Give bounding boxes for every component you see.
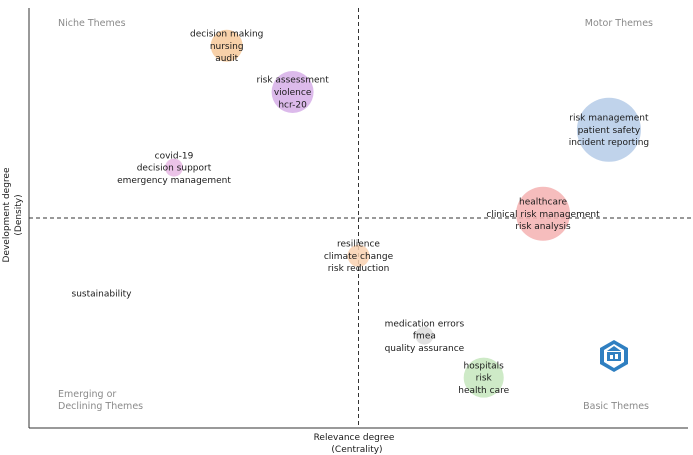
theme-term-label: fmea — [413, 332, 436, 342]
theme-term-label: quality assurance — [385, 344, 465, 354]
theme-bubble — [347, 244, 370, 267]
y-axis-subtitle: (Density) — [14, 194, 24, 235]
theme-term-label: hcr-20 — [278, 100, 307, 110]
quadrant-label-emerging-line1: Emerging or — [58, 389, 116, 400]
theme-bubble-group: decision making nursing audit — [190, 30, 263, 65]
x-axis-title: Relevance degree — [314, 433, 395, 443]
theme-term-label: covid-19 — [155, 151, 194, 161]
theme-bubble — [576, 97, 641, 162]
theme-term-label: clinical risk management — [486, 210, 600, 220]
theme-bubble-group: resilience climate change risk reduction — [324, 240, 394, 275]
theme-term-label: risk analysis — [515, 222, 571, 232]
theme-bubble — [164, 158, 183, 177]
theme-term-label: climate change — [324, 252, 394, 262]
median-lines — [29, 8, 692, 428]
theme-term-label: emergency management — [117, 176, 231, 186]
theme-term-label: patient safety — [578, 126, 641, 136]
theme-term-label: violence — [274, 88, 312, 98]
bibliometrix-logo-icon — [600, 340, 628, 372]
theme-term-label: hospitals — [464, 361, 505, 371]
bubble-layer: decision making nursing audit risk assessme… — [72, 30, 649, 398]
theme-term-label: risk — [476, 374, 493, 384]
theme-term-label: risk assessment — [256, 76, 329, 86]
theme-bubble — [271, 71, 314, 113]
theme-term-label: audit — [215, 54, 238, 64]
quadrant-label-emerging-line2: Declining Themes — [58, 401, 143, 412]
theme-term-label: resilience — [337, 240, 380, 250]
theme-bubble — [516, 186, 571, 241]
theme-term-label: nursing — [210, 42, 244, 52]
x-axis-subtitle: (Centrality) — [331, 445, 382, 455]
theme-term-label: decision making — [190, 30, 263, 40]
theme-bubble-group: covid-19 decision support emergency manage… — [117, 151, 231, 186]
theme-bubble — [463, 357, 504, 398]
theme-term-label: medication errors — [385, 319, 465, 329]
theme-term-label: health care — [458, 386, 509, 396]
quadrant-label-basic: Basic Themes — [583, 401, 649, 412]
theme-bubble-group: hospitals risk health care — [458, 357, 510, 398]
theme-bubble-group: sustainability — [72, 290, 133, 300]
theme-term-label: decision support — [137, 164, 212, 174]
theme-term-label: risk reduction — [328, 264, 390, 274]
theme-bubble-group: risk management patient safety incident re… — [569, 97, 649, 162]
theme-bubble-group: risk assessment violence hcr-20 — [256, 71, 329, 113]
theme-bubble — [210, 29, 243, 62]
theme-bubble — [415, 326, 434, 345]
theme-term-label: healthcare — [519, 198, 567, 208]
y-axis-title: Development degree — [2, 167, 12, 262]
theme-term-label: incident reporting — [569, 138, 649, 148]
theme-term-label: risk management — [569, 114, 649, 124]
theme-bubble-group: healthcare clinical risk management risk a… — [486, 186, 600, 241]
theme-bubble-group: medication errors fmea quality assurance — [385, 319, 465, 354]
quadrant-label-niche: Niche Themes — [58, 18, 126, 29]
quadrant-label-motor: Motor Themes — [585, 18, 653, 29]
theme-term-label: sustainability — [72, 290, 133, 300]
